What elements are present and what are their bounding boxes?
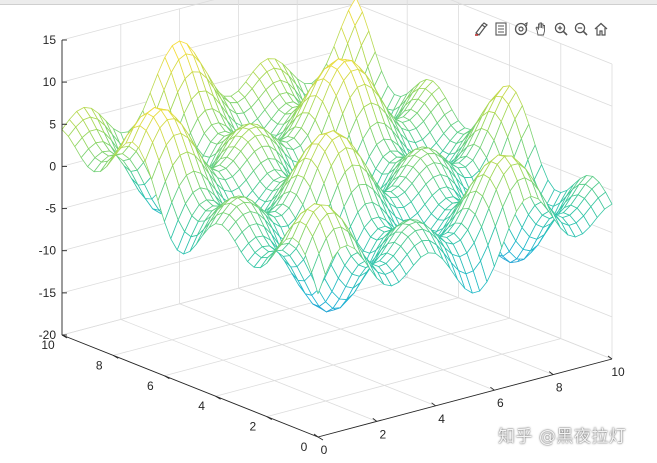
y-tick-label: 2	[249, 420, 256, 434]
floor-grid-line-x	[179, 303, 436, 407]
x-tick-mark	[372, 418, 378, 422]
y-tick-mark	[317, 436, 324, 441]
y-tick-mark	[164, 375, 170, 380]
x-axis-line	[317, 358, 613, 438]
x-tick-mark	[607, 355, 613, 360]
y-tick-mark	[266, 416, 273, 420]
z-tick-label: 0	[49, 159, 56, 173]
y-tick-label: 6	[147, 379, 154, 393]
backwall-grid-line-z	[61, 3, 357, 83]
z-tick-label: 10	[43, 75, 57, 89]
x-tick-mark	[548, 371, 554, 375]
floor-grid-line-y	[266, 338, 561, 417]
y-tick-mark	[112, 355, 119, 359]
data-cursor-icon[interactable]	[492, 19, 510, 39]
floor-grid-line-x	[120, 319, 377, 422]
floor-grid-line-x	[238, 287, 495, 391]
home-icon[interactable]	[592, 19, 610, 39]
y-tick-label: 10	[41, 338, 55, 352]
brush-icon[interactable]	[472, 19, 490, 39]
backwall-grid-line-z	[61, 0, 215, 41]
floor-grid-line-y	[164, 297, 459, 377]
y-axis-line	[61, 334, 319, 438]
rightwall-grid-line-z	[450, 0, 613, 65]
zoom-out-icon[interactable]	[572, 19, 590, 39]
zoom-in-icon[interactable]	[552, 19, 570, 39]
z-tick-label: 15	[43, 33, 57, 47]
x-tick-mark	[313, 433, 319, 438]
z-tick-label: -15	[39, 286, 57, 300]
z-tick-label: -20	[39, 328, 57, 342]
x-tick-label: 10	[611, 365, 625, 379]
x-tick-label: 6	[497, 396, 504, 410]
y-tick-mark	[61, 334, 68, 339]
z-tick-label: 5	[49, 117, 56, 131]
rightwall-grid-line-z	[355, 45, 613, 149]
mesh-surface	[61, 0, 613, 313]
y-tick-label: 8	[96, 358, 103, 372]
x-tick-mark	[431, 402, 436, 407]
rotate-3d-icon[interactable]	[512, 19, 530, 39]
rightwall-grid-line-z	[355, 3, 613, 107]
x-tick-mark	[490, 386, 495, 391]
x-tick-label: 2	[379, 427, 386, 441]
z-tick-label: -5	[45, 202, 56, 216]
mesh-cell	[597, 191, 613, 210]
y-tick-label: 4	[198, 399, 205, 413]
floor-grid-line-y	[113, 277, 408, 356]
figure-toolbar	[472, 18, 610, 40]
watermark: 知乎 @黑夜拉灯	[498, 427, 627, 447]
y-tick-mark	[215, 395, 221, 400]
x-tick-label: 8	[556, 381, 563, 395]
axes-lines	[61, 39, 613, 441]
z-tick-label: -10	[39, 244, 57, 258]
x-tick-label: 4	[438, 412, 445, 426]
window-top-edge	[0, 0, 657, 5]
y-tick-label: 0	[301, 440, 308, 454]
x-tick-label: 0	[321, 443, 328, 457]
pan-hand-icon[interactable]	[532, 19, 550, 39]
floor-grid-line-y	[215, 317, 510, 397]
